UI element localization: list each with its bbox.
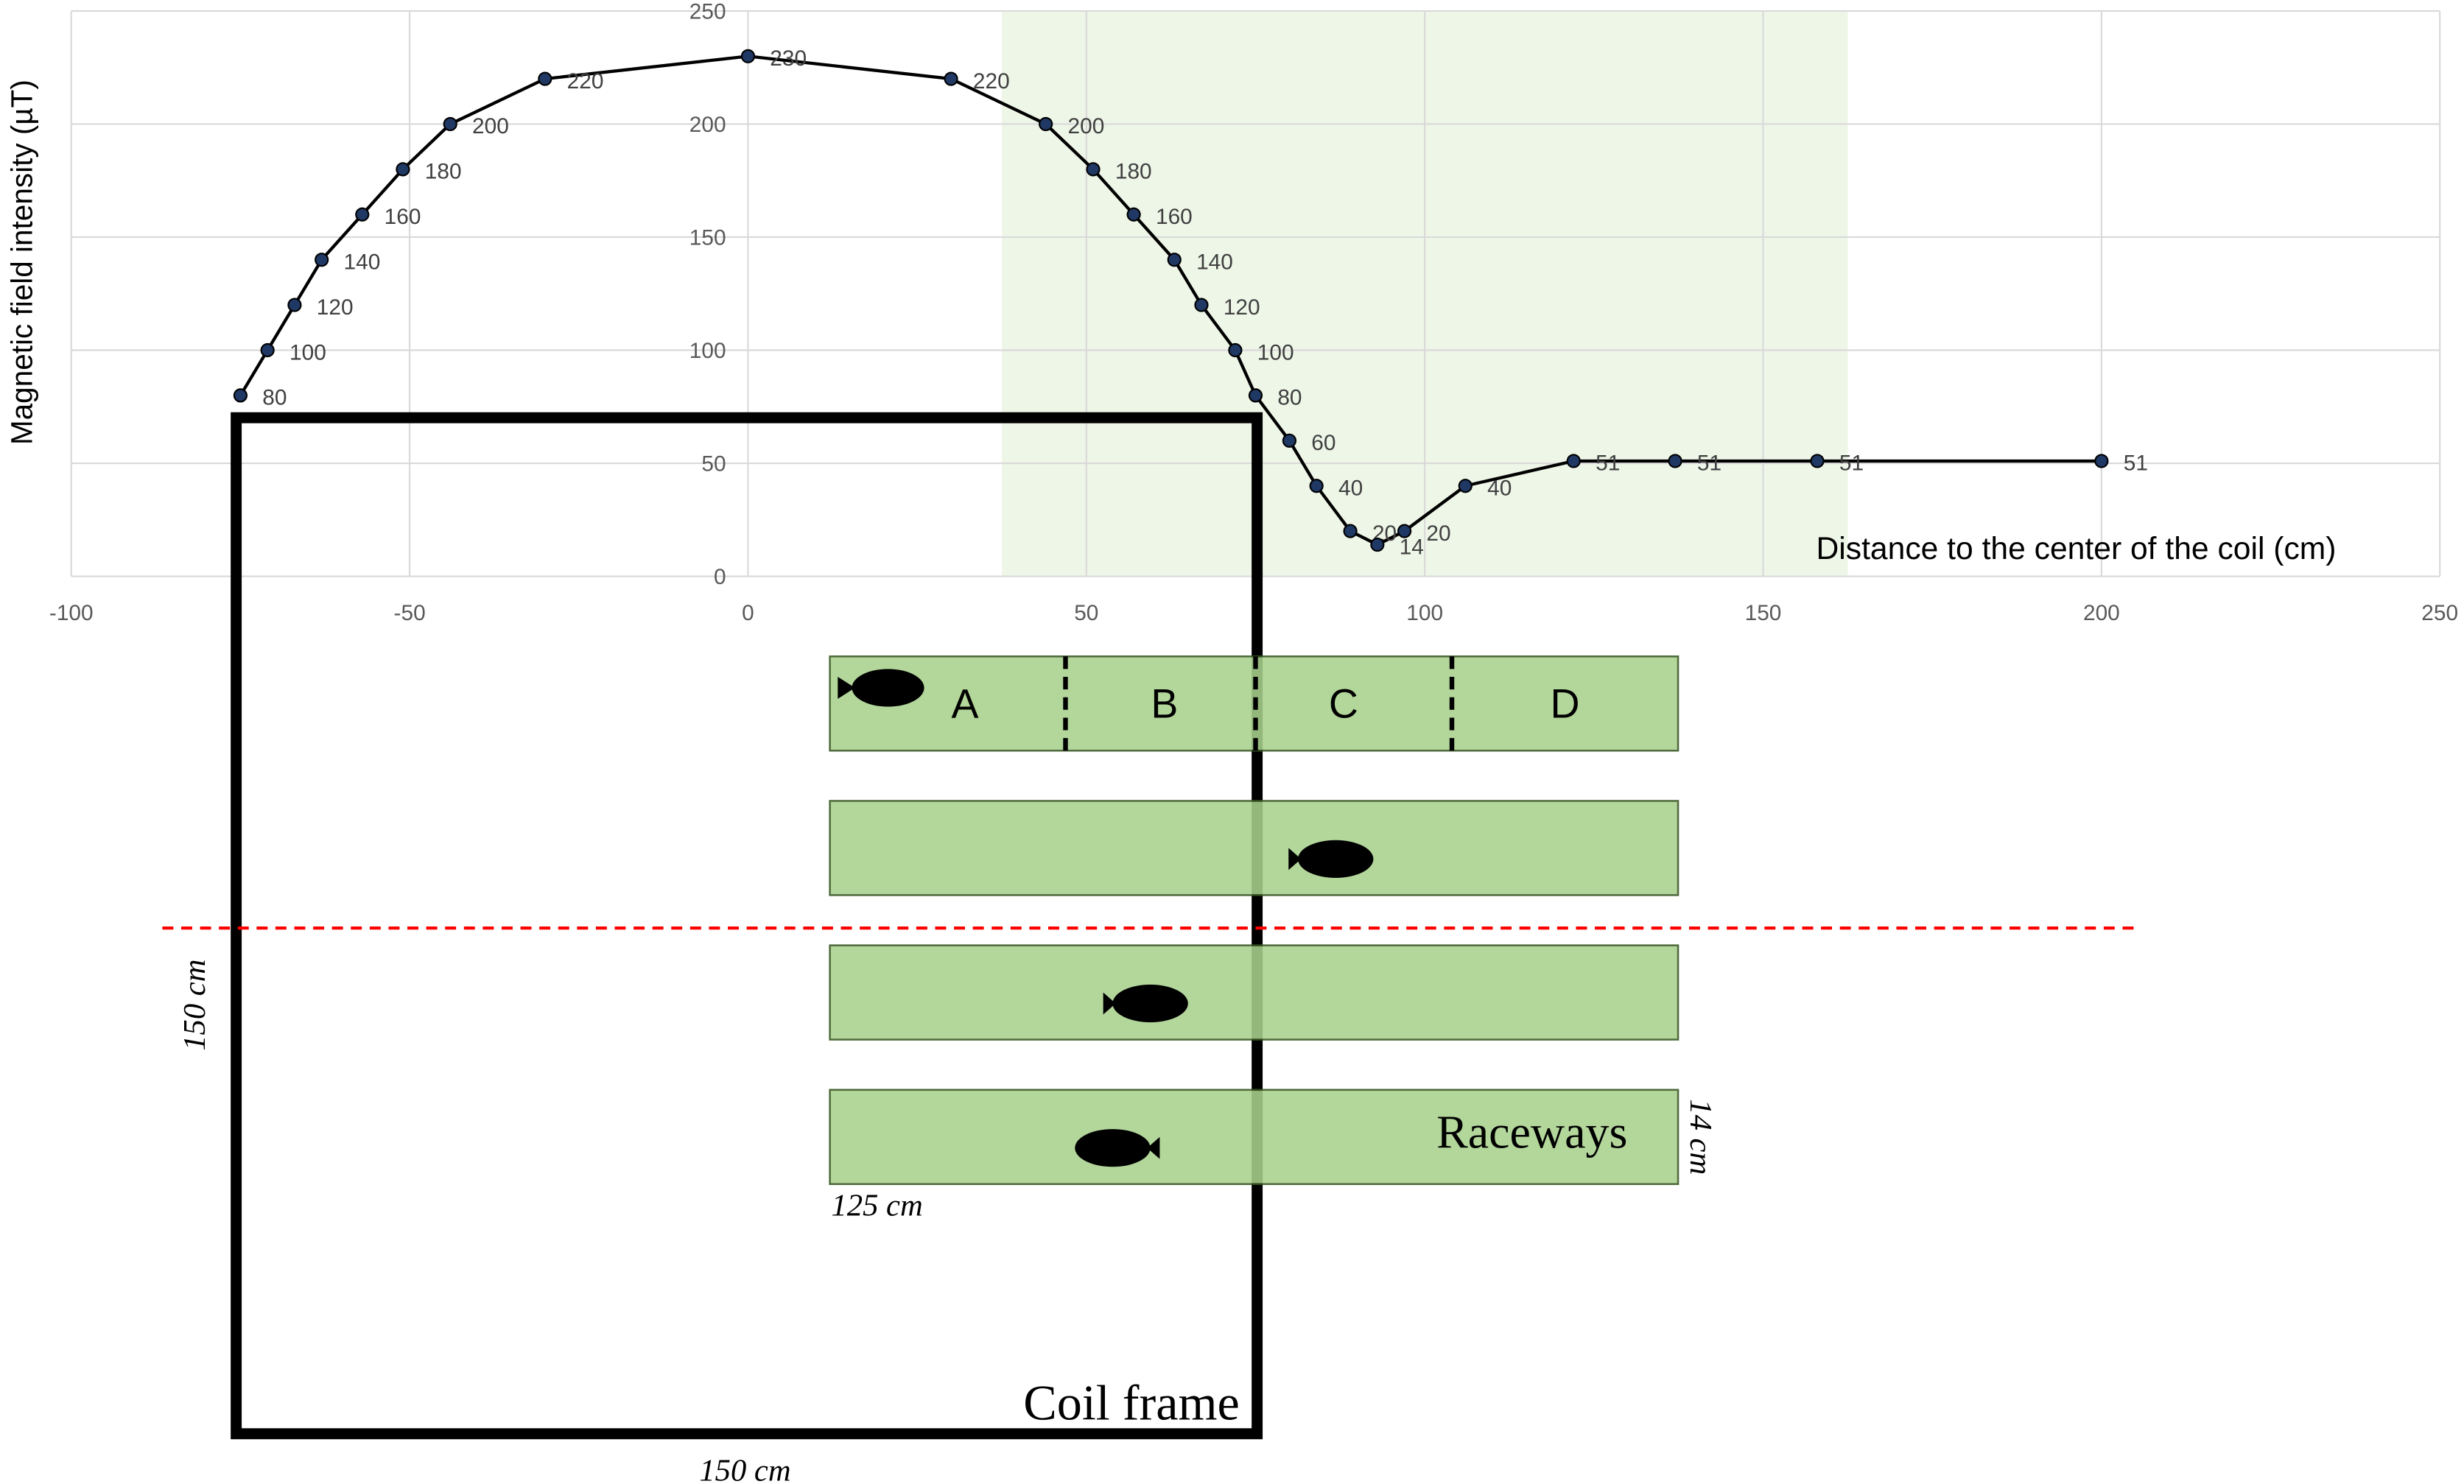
data-label: 160	[385, 205, 421, 229]
raceway	[829, 1089, 1679, 1186]
data-point	[1668, 454, 1682, 468]
data-label: 160	[1156, 205, 1193, 229]
data-point	[1248, 388, 1263, 403]
data-label: 51	[1697, 451, 1721, 476]
data-point	[2094, 454, 2109, 468]
data-label: 200	[472, 114, 509, 138]
raceway	[829, 800, 1679, 896]
data-point	[1566, 454, 1581, 468]
data-point	[1282, 433, 1297, 448]
data-label: 230	[770, 46, 807, 71]
data-label: 120	[317, 295, 354, 320]
data-label: 100	[1257, 340, 1294, 365]
x-tick-label: 50	[1074, 601, 1098, 625]
data-point	[1343, 524, 1358, 538]
x-tick-label: 250	[2421, 601, 2458, 625]
data-label: 180	[1115, 160, 1152, 184]
data-point	[260, 342, 275, 358]
data-point	[315, 253, 329, 267]
data-label: 40	[1487, 477, 1512, 501]
data-point	[396, 162, 410, 177]
data-point	[538, 71, 552, 86]
data-label: 220	[973, 69, 1010, 94]
data-point	[944, 71, 958, 86]
data-label: 40	[1338, 477, 1363, 501]
section-label: B	[1151, 681, 1178, 726]
fish	[1075, 1129, 1160, 1167]
data-label: 140	[1196, 250, 1233, 274]
coil-label: Coil frame	[1023, 1375, 1240, 1431]
data-label: 140	[344, 250, 381, 274]
data-point	[1167, 253, 1182, 267]
data-label: 220	[567, 69, 604, 94]
data-label: 80	[1277, 386, 1302, 410]
data-label: 51	[1596, 451, 1620, 476]
section-label: C	[1329, 681, 1358, 726]
plot-area: -100 -50 0 50 100 150 200 250 0 50 100 150 200 250 Mag…	[4, 0, 2458, 625]
data-point	[443, 116, 457, 132]
data-point	[233, 388, 248, 403]
y-tick-label: 50	[701, 452, 726, 477]
x-tick-label: 150	[1745, 601, 1782, 625]
x-tick-label: 0	[742, 601, 754, 625]
x-axis-label: Distance to the center of the coil (cm)	[1817, 531, 2337, 566]
data-point	[740, 49, 756, 63]
coil-width: 150 cm	[699, 1454, 790, 1484]
raceway-width: 14 cm	[1683, 1099, 1718, 1175]
y-tick-label: 150	[689, 226, 726, 250]
data-point	[1458, 479, 1473, 493]
x-tick-label: 100	[1406, 601, 1443, 625]
y-tick-label: 250	[689, 0, 726, 24]
fish	[838, 669, 924, 707]
data-label: 200	[1068, 114, 1105, 138]
fish	[1103, 984, 1188, 1023]
data-label: 180	[425, 160, 462, 184]
section-label: A	[952, 681, 979, 726]
raceway	[829, 944, 1679, 1041]
data-point	[1194, 298, 1209, 312]
x-tick-label: -50	[394, 601, 426, 625]
y-tick-label: 200	[689, 113, 726, 137]
data-point	[287, 298, 302, 312]
data-label: 51	[2124, 451, 2148, 476]
fish	[1288, 840, 1374, 878]
raceway-label: Raceways	[1436, 1106, 1627, 1158]
y-tick-label: 0	[714, 565, 726, 589]
coil-height: 150 cm	[178, 960, 212, 1051]
y-tick-label: 100	[689, 339, 726, 363]
section-label: D	[1551, 681, 1580, 726]
data-point	[355, 207, 370, 222]
x-tick-label: -100	[49, 601, 94, 625]
data-label: 100	[289, 340, 326, 365]
data-point	[1228, 342, 1243, 358]
data-label: 120	[1224, 295, 1260, 320]
raceway-length: 125 cm	[831, 1188, 922, 1223]
data-label: 80	[262, 386, 287, 410]
data-point	[1370, 537, 1385, 552]
data-point	[1039, 116, 1053, 132]
data-label: 14	[1400, 535, 1424, 559]
data-point	[1126, 207, 1141, 222]
data-label: 51	[1839, 451, 1864, 476]
data-point	[1309, 479, 1324, 493]
diagram: A B C D Raceways 125 cm 14 cm Coil frame…	[162, 412, 2142, 1484]
x-tick-label: 200	[2083, 601, 2120, 625]
coil-frame	[231, 412, 1263, 1440]
y-axis-label: Magnetic field intensity (µT)	[4, 80, 38, 445]
data-label: 20	[1426, 521, 1450, 546]
raceways	[829, 655, 1679, 1186]
data-point	[1810, 454, 1825, 468]
data-point	[1086, 162, 1101, 177]
data-label: 60	[1311, 431, 1335, 455]
data-point	[1397, 524, 1412, 538]
